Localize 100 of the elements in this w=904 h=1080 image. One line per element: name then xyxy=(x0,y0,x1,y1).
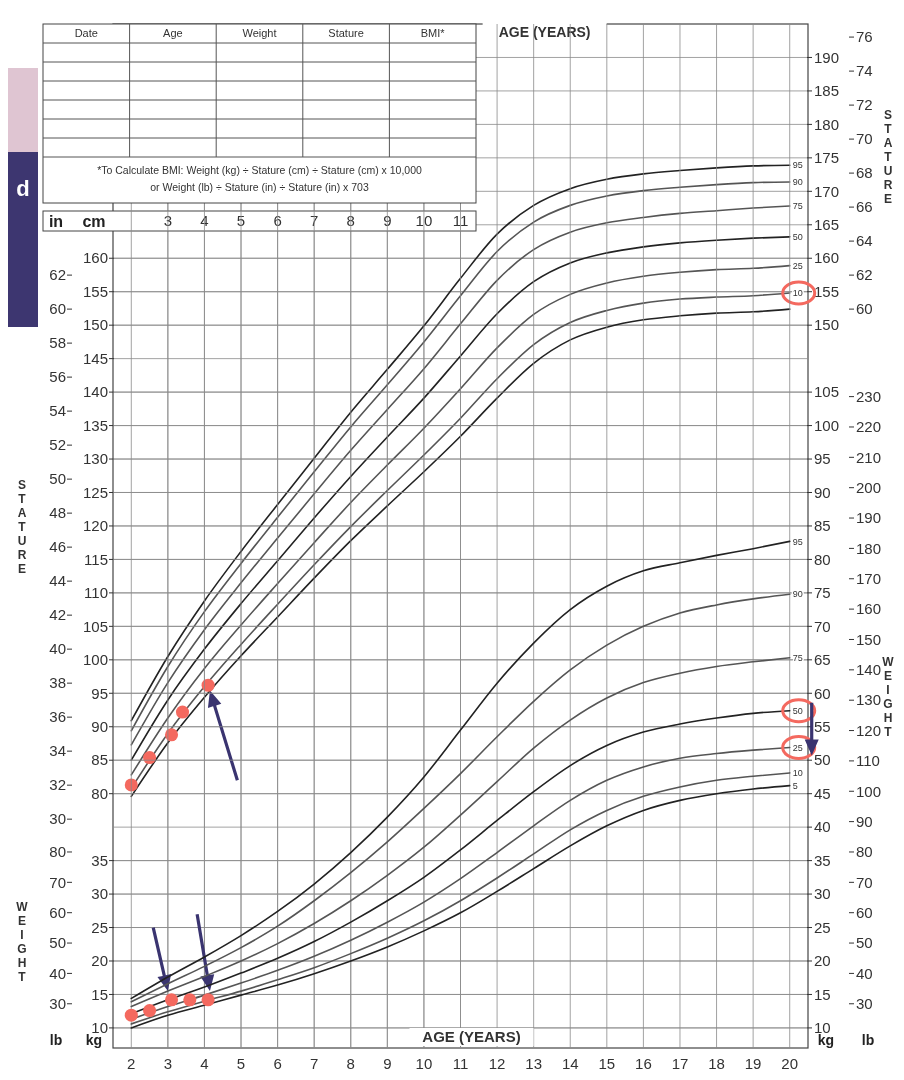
series-label: 90 xyxy=(792,589,803,600)
y3-tick-label: 46 xyxy=(49,538,66,556)
x-tick-label: 11 xyxy=(452,1055,469,1073)
y-tick-label: 140 xyxy=(82,383,108,401)
x-tick-label: 3 xyxy=(163,1055,173,1073)
y3-tick-label: 40 xyxy=(856,964,873,982)
y2-tick-label: 55 xyxy=(814,718,831,735)
text: d xyxy=(16,175,30,201)
x-tick-label: 16 xyxy=(635,1055,652,1073)
y3-tick-label: 60 xyxy=(856,903,873,921)
y-tick-label: 135 xyxy=(82,416,108,434)
series-label: 75 xyxy=(792,652,803,663)
series-label: 25 xyxy=(792,260,803,271)
y3-tick-label: 58 xyxy=(49,334,66,352)
y2-axis-title: WEIGHT xyxy=(882,655,895,739)
y2-tick-label: 70 xyxy=(814,617,831,635)
y3-tick-label: 44 xyxy=(49,572,66,590)
y-tick-label: 120 xyxy=(82,517,108,535)
y3-tick-label: 80 xyxy=(856,843,873,861)
y3-tick-label: 50 xyxy=(856,934,873,952)
y2-tick-label: 65 xyxy=(814,651,831,669)
point xyxy=(175,705,190,719)
y2-tick-label: 100 xyxy=(814,416,840,434)
y2-tick-label: 80 xyxy=(814,550,831,568)
y2-tick-label: 40 xyxy=(814,818,831,836)
y3-tick-label: 130 xyxy=(856,691,882,709)
x-tick-label: 13 xyxy=(525,1055,542,1073)
x-tick-label: 8 xyxy=(346,1055,355,1073)
series-label: 75 xyxy=(792,201,803,212)
y-tick-label: 30 xyxy=(49,995,66,1013)
point xyxy=(124,1008,138,1022)
y2-tick-label: 74 xyxy=(856,62,873,80)
x-tick-label: 14 xyxy=(561,1055,579,1073)
text: lb xyxy=(49,1031,63,1048)
y3-tick-label: 52 xyxy=(49,436,66,454)
x-axis-title: AGE (YEARS) xyxy=(498,23,591,40)
y3-tick-label: 100 xyxy=(856,782,882,800)
y3-tick-label: 38 xyxy=(49,674,66,692)
text: in xyxy=(48,212,64,230)
y2-tick-label: 105 xyxy=(814,383,840,401)
annotation: or Weight (lb) ÷ Stature (in) ÷ Stature (in) x 703 xyxy=(150,180,369,193)
y2-tick-label: 90 xyxy=(814,483,831,501)
y2-tick-label: 75 xyxy=(814,584,831,602)
y-tick-label: 35 xyxy=(91,851,108,869)
y2-tick-label: 20 xyxy=(814,952,831,970)
series-label: 10 xyxy=(792,768,803,779)
y2-tick-label: 160 xyxy=(814,249,840,267)
y3-tick-label: 56 xyxy=(49,368,66,386)
x-tick-label: 18 xyxy=(708,1055,725,1073)
y2-tick-label: 45 xyxy=(814,784,831,802)
y2-axis-title: STATURE xyxy=(883,108,893,206)
y-tick-label: 85 xyxy=(91,751,108,769)
y-tick-label: 60 xyxy=(49,903,66,921)
y2-tick-label: 190 xyxy=(814,48,840,66)
y2-tick-label: 66 xyxy=(856,198,873,216)
x-tick-label: 15 xyxy=(598,1055,616,1073)
x-tick-label: 10 xyxy=(415,212,433,230)
y-tick-label: 50 xyxy=(49,934,66,952)
x-tick-label: 10 xyxy=(415,1055,433,1073)
series-label: 25 xyxy=(792,742,803,753)
y-tick-label: 40 xyxy=(49,964,66,982)
y2-tick-label: 85 xyxy=(814,517,831,535)
y2-tick-label: 155 xyxy=(814,282,840,300)
y-tick-label: 110 xyxy=(84,584,108,602)
y-tick-label: 30 xyxy=(91,885,108,903)
y-tick-label: 125 xyxy=(82,483,108,501)
y2-tick-label: 76 xyxy=(856,28,873,46)
category-label: Stature xyxy=(328,27,364,40)
y2-tick-label: 35 xyxy=(814,851,831,869)
y3-tick-label: 220 xyxy=(856,418,882,436)
x-tick-label: 11 xyxy=(452,212,469,230)
y3-tick-label: 30 xyxy=(856,995,873,1013)
point xyxy=(183,993,197,1007)
y-tick-label: 15 xyxy=(91,985,108,1003)
y-tick-label: 160 xyxy=(82,249,108,267)
y3-tick-label: 170 xyxy=(856,570,882,588)
y2-tick-label: 30 xyxy=(814,885,831,903)
point xyxy=(201,993,215,1007)
y2-tick-label: 62 xyxy=(856,266,873,284)
y3-tick-label: 210 xyxy=(856,448,882,466)
y2-tick-label: 150 xyxy=(814,316,840,334)
x-tick-label: 6 xyxy=(273,1055,282,1073)
y-tick-label: 20 xyxy=(91,952,108,970)
y-tick-label: 80 xyxy=(49,843,66,861)
text: lb xyxy=(861,1031,875,1048)
y-tick-label: 115 xyxy=(84,550,108,568)
y2-tick-label: 70 xyxy=(856,130,873,148)
y3-tick-label: 140 xyxy=(856,661,882,679)
y-tick-label: 155 xyxy=(82,282,108,300)
y2-tick-label: 25 xyxy=(814,918,831,936)
x-tick-label: 7 xyxy=(310,1055,319,1073)
x-tick-label: 5 xyxy=(236,212,246,230)
y2-tick-label: 95 xyxy=(814,450,831,468)
point xyxy=(143,750,157,765)
y3-tick-label: 160 xyxy=(856,600,882,618)
x-tick-label: 3 xyxy=(163,212,173,230)
y3-tick-label: 70 xyxy=(856,873,873,891)
text: cm xyxy=(82,212,106,230)
series-label: 50 xyxy=(792,231,803,242)
series-label: 95 xyxy=(792,160,803,171)
